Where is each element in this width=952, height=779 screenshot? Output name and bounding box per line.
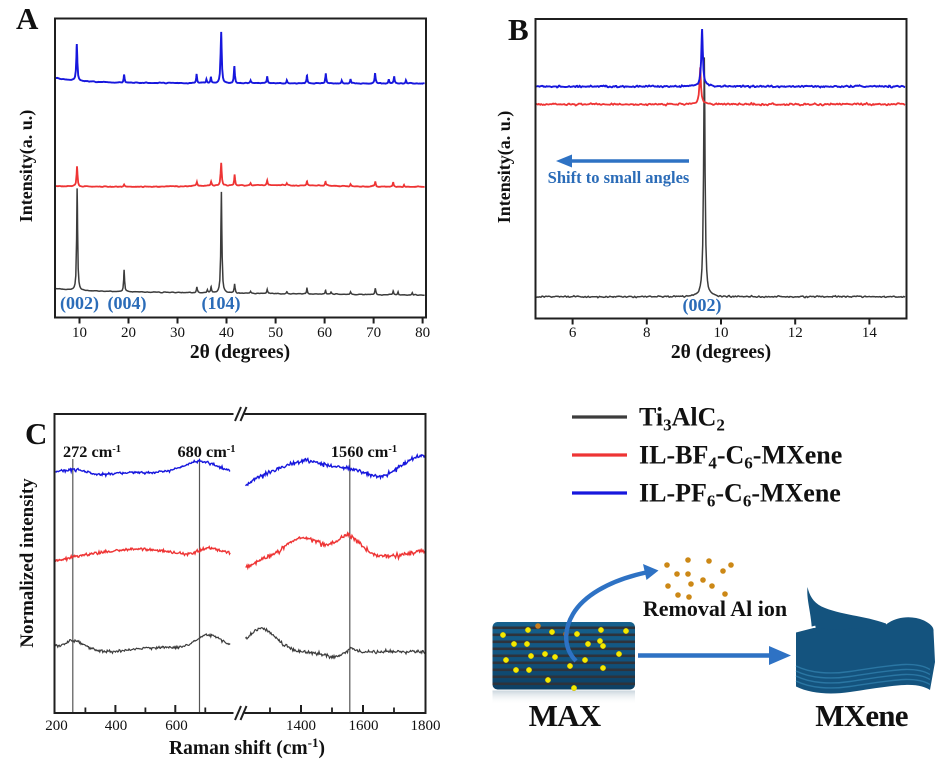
svg-text:600: 600 bbox=[165, 718, 188, 734]
svg-text:(004): (004) bbox=[108, 293, 147, 314]
svg-text:30: 30 bbox=[170, 325, 185, 341]
svg-text:40: 40 bbox=[219, 325, 234, 341]
svg-text:80: 80 bbox=[415, 325, 430, 341]
svg-text:50: 50 bbox=[268, 325, 283, 341]
svg-text:IL-PF6-C6-MXene: IL-PF6-C6-MXene bbox=[639, 479, 841, 511]
svg-text:MXene: MXene bbox=[815, 698, 907, 733]
svg-text:1800: 1800 bbox=[411, 718, 441, 734]
svg-text:272 cm-1: 272 cm-1 bbox=[63, 442, 121, 461]
svg-text:MAX: MAX bbox=[529, 698, 602, 733]
svg-text:680 cm-1: 680 cm-1 bbox=[177, 442, 235, 461]
svg-text:IL-BF4-C6-MXene: IL-BF4-C6-MXene bbox=[639, 441, 842, 473]
svg-text:1600: 1600 bbox=[349, 718, 379, 734]
svg-text:(104): (104) bbox=[202, 293, 241, 314]
svg-text:1400: 1400 bbox=[286, 718, 316, 734]
svg-text:Raman shift (cm-1): Raman shift (cm-1) bbox=[169, 735, 325, 760]
svg-text:200: 200 bbox=[45, 718, 68, 734]
svg-text:Ti3AlC2: Ti3AlC2 bbox=[639, 403, 725, 435]
svg-text:2θ (degrees): 2θ (degrees) bbox=[190, 342, 290, 363]
svg-text:Removal Al ion: Removal Al ion bbox=[643, 596, 787, 621]
svg-text:60: 60 bbox=[317, 325, 332, 341]
svg-text:B: B bbox=[508, 12, 529, 47]
svg-text:Shift to small angles: Shift to small angles bbox=[548, 168, 690, 187]
svg-text:10: 10 bbox=[714, 325, 729, 341]
svg-text:70: 70 bbox=[366, 325, 381, 341]
svg-text:(002): (002) bbox=[60, 293, 99, 314]
svg-text:20: 20 bbox=[121, 325, 136, 341]
svg-text:1560 cm-1: 1560 cm-1 bbox=[331, 442, 397, 461]
svg-text:Normalized intensity: Normalized intensity bbox=[17, 478, 38, 648]
svg-text:2θ (degrees): 2θ (degrees) bbox=[671, 342, 771, 363]
svg-text:C: C bbox=[25, 416, 47, 451]
svg-text:12: 12 bbox=[788, 325, 803, 341]
svg-text:10: 10 bbox=[72, 325, 87, 341]
svg-text:(002): (002) bbox=[683, 295, 722, 316]
svg-text:400: 400 bbox=[105, 718, 128, 734]
svg-text:14: 14 bbox=[862, 325, 878, 341]
svg-text:8: 8 bbox=[643, 325, 651, 341]
svg-text:Intensity(a. u.): Intensity(a. u.) bbox=[16, 110, 37, 223]
svg-text:A: A bbox=[16, 1, 39, 36]
svg-text:Intensity(a. u.): Intensity(a. u.) bbox=[494, 111, 515, 224]
svg-text:6: 6 bbox=[569, 325, 577, 341]
